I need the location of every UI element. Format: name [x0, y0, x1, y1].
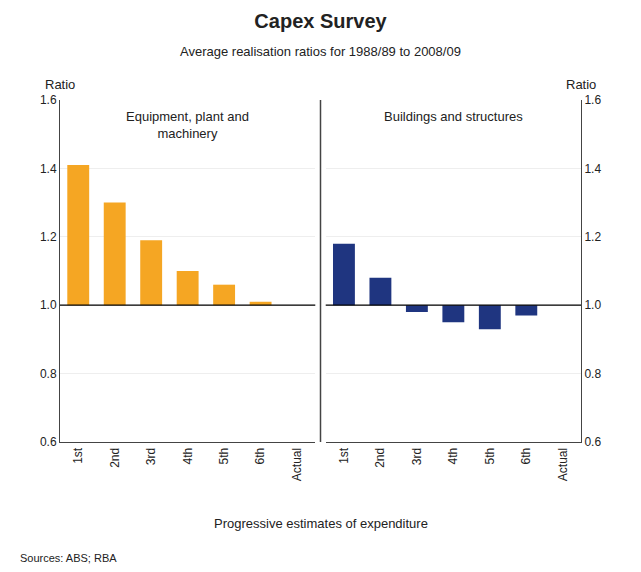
svg-text:Capex Survey: Capex Survey: [254, 10, 387, 32]
svg-text:0.6: 0.6: [584, 435, 601, 449]
svg-text:Buildings and structures: Buildings and structures: [384, 109, 523, 124]
svg-text:2nd: 2nd: [373, 448, 387, 468]
svg-text:4th: 4th: [181, 448, 195, 465]
svg-text:Equipment, plant andmachinery: Equipment, plant andmachinery: [126, 109, 249, 141]
svg-text:Actual: Actual: [290, 448, 304, 481]
svg-text:1.4: 1.4: [40, 162, 57, 176]
svg-text:5th: 5th: [217, 448, 231, 465]
svg-text:1.6: 1.6: [584, 93, 601, 107]
svg-text:Progressive estimates of expen: Progressive estimates of expenditure: [214, 516, 428, 531]
svg-text:1.4: 1.4: [584, 162, 601, 176]
svg-text:1.6: 1.6: [40, 93, 57, 107]
svg-text:Actual: Actual: [556, 448, 570, 481]
svg-text:0.8: 0.8: [40, 367, 57, 381]
svg-text:2nd: 2nd: [108, 448, 122, 468]
svg-text:0.6: 0.6: [40, 435, 57, 449]
svg-text:Ratio: Ratio: [45, 77, 75, 92]
svg-text:3rd: 3rd: [410, 448, 424, 465]
svg-text:1.0: 1.0: [584, 298, 601, 312]
svg-text:Average realisation ratios for: Average realisation ratios for 1988/89 t…: [180, 44, 461, 59]
svg-text:5th: 5th: [483, 448, 497, 465]
svg-text:1st: 1st: [337, 447, 351, 464]
svg-text:1.2: 1.2: [40, 230, 57, 244]
svg-text:3rd: 3rd: [144, 448, 158, 465]
svg-text:1.0: 1.0: [40, 298, 57, 312]
svg-text:6th: 6th: [253, 448, 267, 465]
svg-text:0.8: 0.8: [584, 367, 601, 381]
svg-text:Ratio: Ratio: [566, 77, 596, 92]
svg-text:Sources: ABS; RBA: Sources: ABS; RBA: [20, 552, 117, 564]
svg-text:1.2: 1.2: [584, 230, 601, 244]
svg-text:6th: 6th: [519, 448, 533, 465]
svg-text:4th: 4th: [446, 448, 460, 465]
svg-text:1st: 1st: [71, 447, 85, 464]
